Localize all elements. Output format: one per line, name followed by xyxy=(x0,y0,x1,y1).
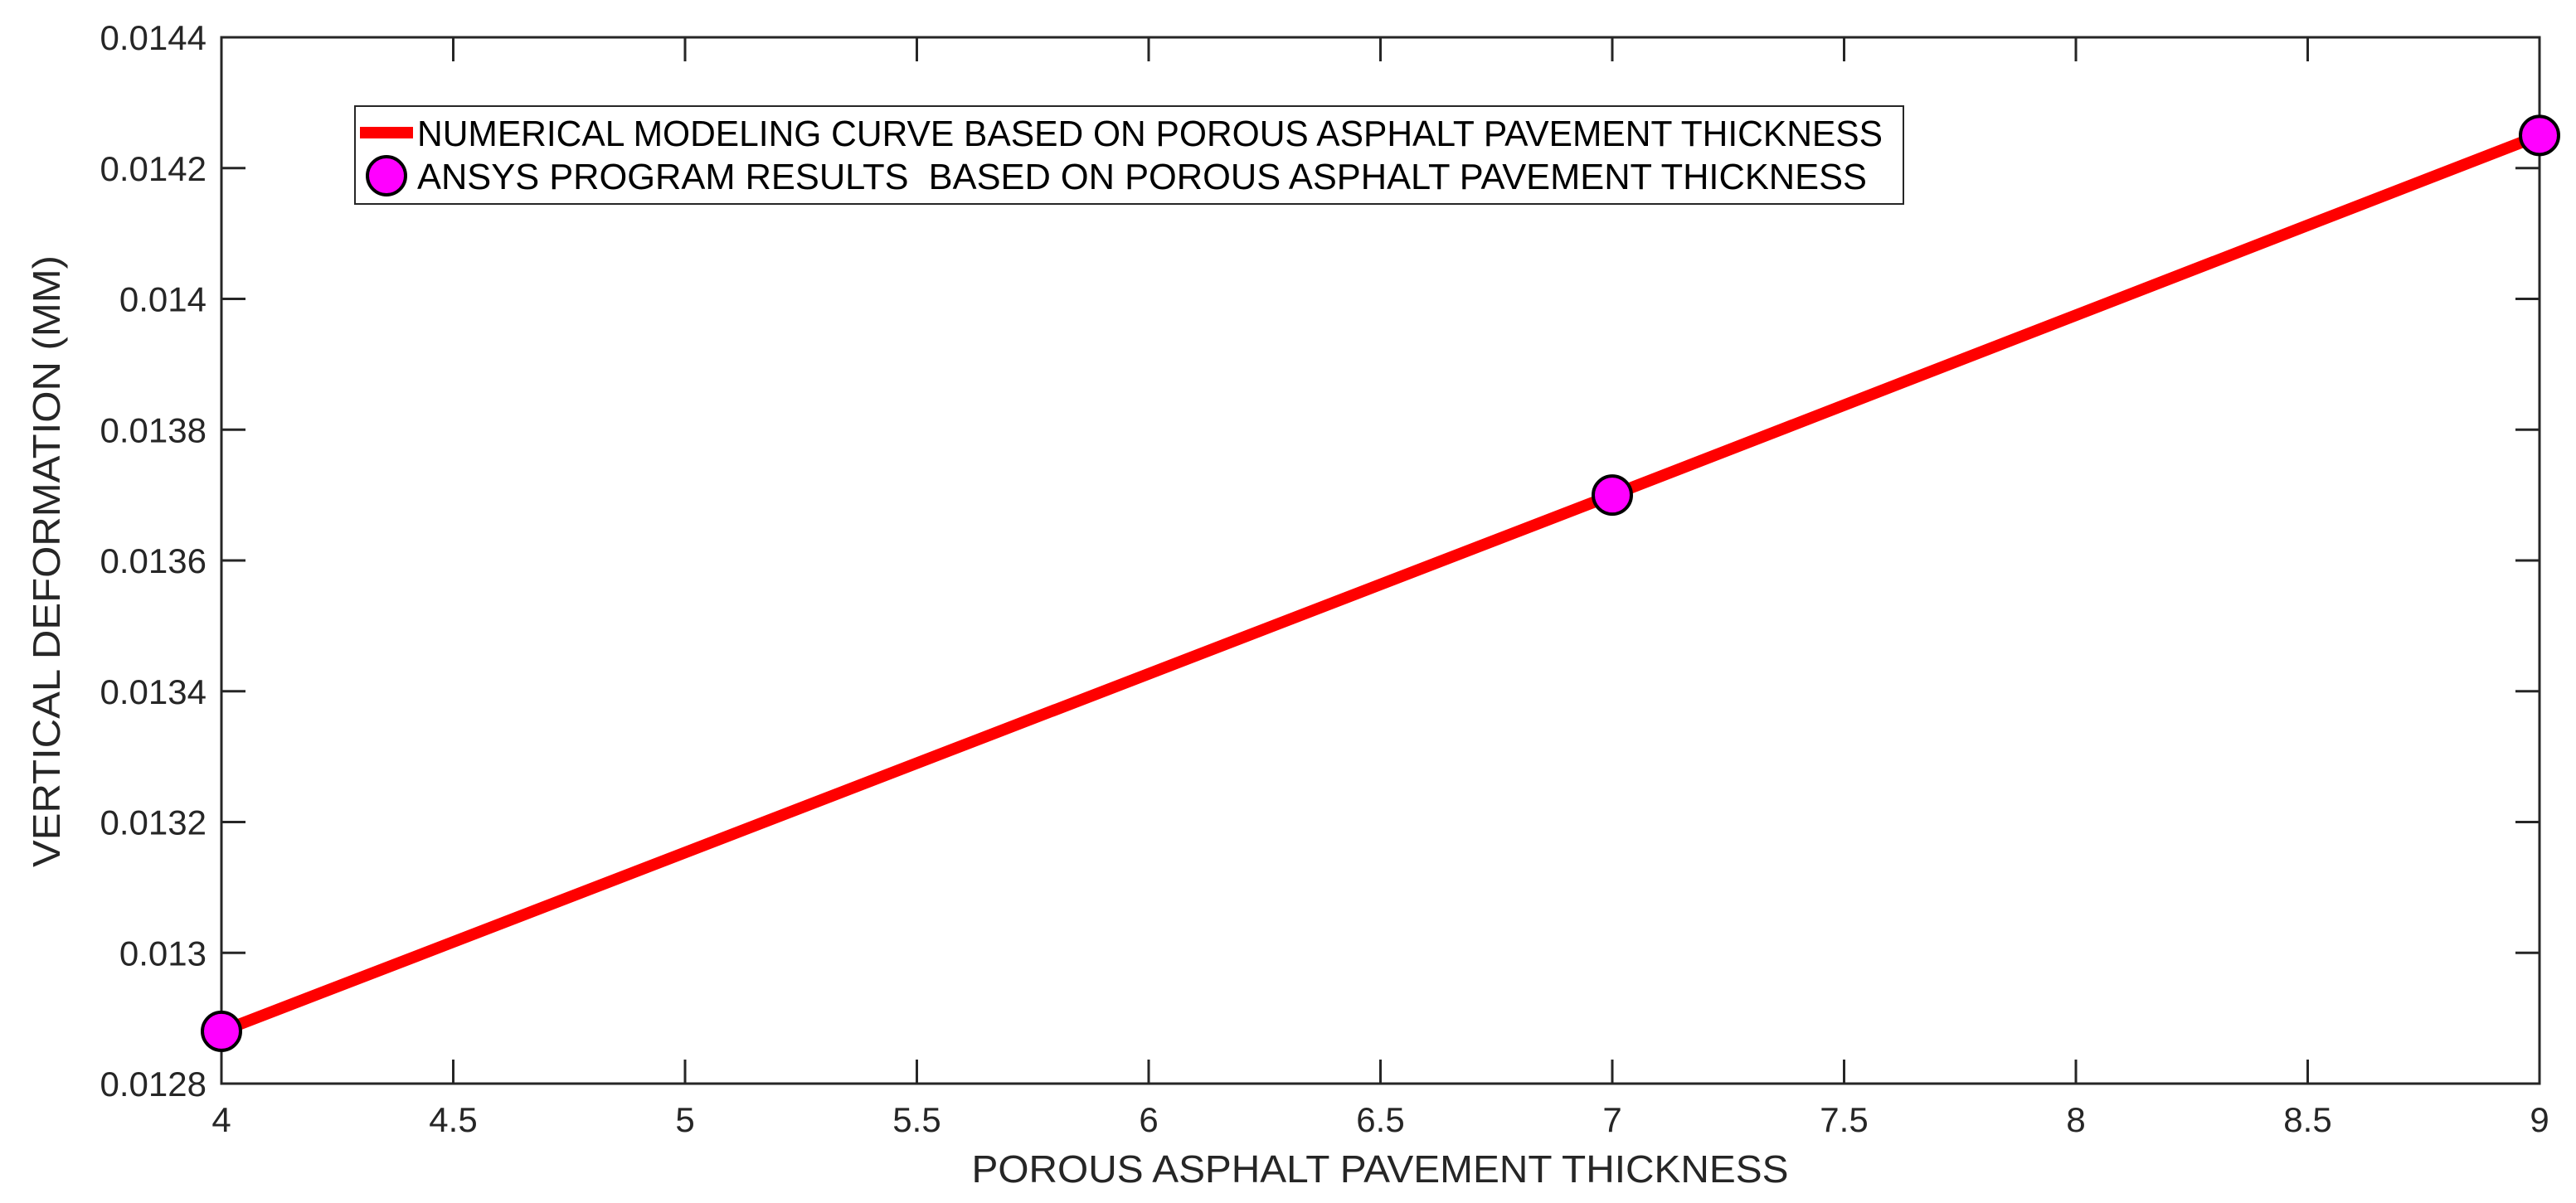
legend-box xyxy=(354,105,1904,205)
axes-box xyxy=(220,36,2541,1085)
ansys-results-markers xyxy=(201,114,2560,1052)
y-tick-label: 0.0142 xyxy=(100,149,207,188)
y-tick-label: 0.0128 xyxy=(100,1065,207,1104)
ansys-result-marker xyxy=(2519,114,2560,157)
x-tick-label: 7.5 xyxy=(1820,1100,1868,1139)
legend-marker-icon xyxy=(366,155,407,196)
y-tick-label: 0.014 xyxy=(119,280,207,319)
y-tick-label: 0.0144 xyxy=(100,18,207,57)
x-axis-title: POROUS ASPHALT PAVEMENT THICKNESS xyxy=(972,1147,1789,1191)
y-tick-label: 0.0138 xyxy=(100,410,207,449)
x-tick-label: 4 xyxy=(211,1100,231,1139)
y-axis-title: VERTICAL DEFORMATION (MM) xyxy=(25,255,68,867)
ansys-result-marker xyxy=(201,1010,242,1052)
legend-label-numerical: NUMERICAL MODELING CURVE BASED ON POROUS… xyxy=(417,114,1883,154)
x-tick-label: 5 xyxy=(675,1100,694,1139)
x-axis-ticks: 4 4.5 5 5.5 6 6.5 7 7.5 8 8.5 9 xyxy=(211,37,2549,1139)
x-tick-label: 5.5 xyxy=(892,1100,940,1139)
x-tick-label: 4.5 xyxy=(429,1100,477,1139)
x-tick-label: 6 xyxy=(1139,1100,1158,1139)
x-tick-label: 8 xyxy=(2066,1100,2085,1139)
legend-label-ansys: ANSYS PROGRAM RESULTS BASED ON POROUS AS… xyxy=(417,157,1867,197)
ansys-result-marker xyxy=(1592,474,1633,517)
x-tick-label: 7 xyxy=(1602,1100,1621,1139)
y-tick-label: 0.0136 xyxy=(100,541,207,580)
legend: NUMERICAL MODELING CURVE BASED ON POROUS… xyxy=(354,105,1904,205)
x-tick-label: 8.5 xyxy=(2283,1100,2331,1139)
x-tick-label: 6.5 xyxy=(1356,1100,1404,1139)
x-tick-label: 9 xyxy=(2530,1100,2549,1139)
y-tick-label: 0.0134 xyxy=(100,672,207,711)
y-axis-ticks: 0.0128 0.013 0.0132 0.0134 0.0136 0.0138 0.014… xyxy=(100,18,2540,1104)
y-tick-label: 0.013 xyxy=(119,934,207,973)
plot-area xyxy=(220,36,2541,1085)
y-tick-label: 0.0132 xyxy=(100,803,207,842)
